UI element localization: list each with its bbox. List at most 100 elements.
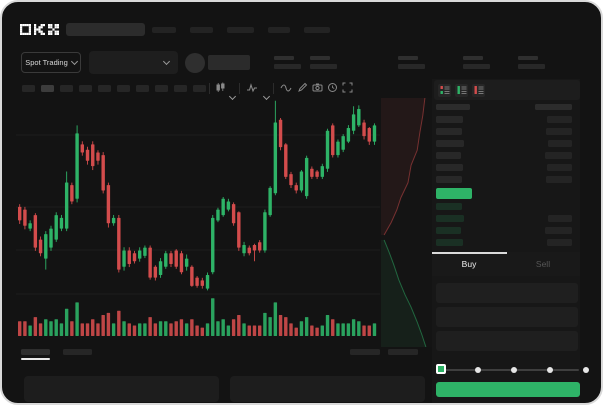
- timeframe-button[interactable]: [193, 85, 206, 92]
- volume-bar: [367, 325, 371, 336]
- market-type-label: Spot Trading: [25, 58, 68, 67]
- volume-bar: [211, 298, 215, 336]
- slider-stop[interactable]: [547, 367, 553, 373]
- candle-body: [200, 280, 205, 286]
- volume-bar: [117, 310, 121, 336]
- tab-sell[interactable]: Sell: [535, 259, 551, 269]
- bid-row[interactable]: [434, 201, 580, 213]
- draw-icon[interactable]: [297, 82, 308, 93]
- indicators-icon[interactable]: [246, 82, 258, 93]
- candle-body: [278, 119, 283, 148]
- ask-size-placeholder: [547, 116, 572, 123]
- bids-area: [381, 239, 432, 347]
- volume-bar: [106, 312, 111, 336]
- timeframe-button[interactable]: [117, 85, 130, 92]
- pair-dropdown[interactable]: [89, 51, 178, 74]
- ask-row[interactable]: [434, 138, 580, 150]
- bid-row[interactable]: [434, 237, 580, 249]
- ask-row[interactable]: [434, 126, 580, 138]
- volume-bar: [357, 321, 361, 336]
- slider-stop[interactable]: [511, 367, 517, 373]
- bottom-tab[interactable]: [63, 349, 92, 355]
- volume-bar: [237, 315, 241, 336]
- volume-bar: [153, 323, 158, 336]
- timeframe-button[interactable]: [98, 85, 111, 92]
- bottom-input-panel[interactable]: [24, 376, 219, 402]
- candle-body: [341, 136, 345, 150]
- volume-bar: [164, 321, 168, 336]
- fullscreen-icon[interactable]: [342, 82, 353, 93]
- bid-size-placeholder: [545, 227, 572, 234]
- candle-body: [315, 171, 319, 177]
- bottom-option-placeholder[interactable]: [350, 349, 380, 355]
- nav-item[interactable]: [227, 27, 254, 33]
- bid-row[interactable]: [434, 225, 580, 237]
- ask-row[interactable]: [434, 174, 580, 186]
- order-input-field[interactable]: [436, 283, 578, 303]
- timeframe-button[interactable]: [22, 85, 35, 92]
- volume-bar: [184, 323, 189, 336]
- timeframe-button[interactable]: [136, 85, 149, 92]
- line-style-icon[interactable]: [280, 82, 292, 93]
- volume-bar: [64, 308, 69, 336]
- volume-bar: [23, 321, 27, 336]
- column-header-placeholder: [535, 104, 572, 110]
- book-bids-icon[interactable]: [455, 83, 468, 97]
- candle-body: [252, 244, 257, 251]
- timeframe-button[interactable]: [174, 85, 187, 92]
- book-asks-icon[interactable]: [472, 83, 485, 97]
- history-icon[interactable]: [327, 82, 338, 93]
- orderbook: [434, 102, 580, 249]
- bottom-option-placeholder[interactable]: [388, 349, 418, 355]
- book-both-icon[interactable]: [438, 83, 451, 97]
- slider-stop[interactable]: [475, 367, 481, 373]
- timeframe-button[interactable]: [41, 85, 54, 92]
- slider-stop[interactable]: [583, 367, 589, 373]
- volume-bar: [59, 323, 64, 336]
- ask-row[interactable]: [434, 114, 580, 126]
- candlestick-chart[interactable]: [16, 98, 380, 338]
- nav-item[interactable]: [268, 27, 290, 33]
- stat-value-placeholder: [518, 64, 545, 69]
- volume-bar: [258, 325, 262, 336]
- timeframe-button[interactable]: [60, 85, 73, 92]
- candle-body: [263, 212, 267, 251]
- ask-row[interactable]: [434, 150, 580, 162]
- timeframe-button[interactable]: [79, 85, 92, 92]
- ask-size-placeholder: [546, 176, 572, 183]
- buy-submit-button[interactable]: [436, 382, 580, 397]
- candles-icon[interactable]: [215, 82, 226, 93]
- slider-handle[interactable]: [436, 364, 446, 374]
- candle-body: [169, 253, 173, 265]
- order-input-field[interactable]: [436, 331, 578, 351]
- divider: [209, 83, 210, 94]
- stat-label-placeholder: [518, 56, 538, 60]
- market-type-dropdown[interactable]: Spot Trading: [21, 52, 81, 73]
- bid-price-placeholder: [436, 227, 461, 234]
- bottom-tab-active[interactable]: [21, 349, 50, 355]
- nav-item[interactable]: [152, 27, 176, 33]
- ask-row[interactable]: [434, 162, 580, 174]
- volume-bar: [278, 315, 283, 336]
- search-input[interactable]: [66, 23, 145, 36]
- ask-size-placeholder: [548, 140, 572, 147]
- bid-price-placeholder: [436, 203, 462, 210]
- order-input-field[interactable]: [436, 307, 578, 327]
- candle-body: [304, 157, 309, 197]
- bid-row[interactable]: [434, 213, 580, 225]
- bottom-input-panel[interactable]: [230, 376, 425, 402]
- camera-icon[interactable]: [312, 82, 323, 93]
- stat-value-placeholder: [274, 64, 301, 69]
- candle-body: [164, 253, 168, 267]
- candle-body: [195, 277, 199, 286]
- volume-bar: [143, 323, 147, 336]
- candle-body: [310, 168, 314, 177]
- timeframe-button[interactable]: [155, 85, 168, 92]
- candle-body: [320, 166, 325, 177]
- tab-buy[interactable]: Buy: [461, 259, 477, 269]
- amount-slider[interactable]: [439, 369, 579, 371]
- candle-body: [221, 198, 225, 216]
- nav-item[interactable]: [304, 27, 330, 33]
- nav-item[interactable]: [190, 27, 213, 33]
